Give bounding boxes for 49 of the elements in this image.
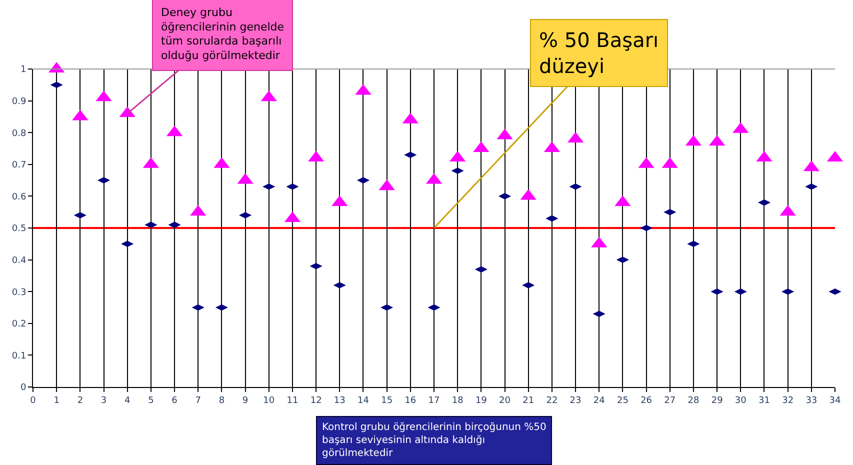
x-tick-label: 0: [30, 396, 36, 406]
x-tick-label: 21: [522, 396, 534, 406]
y-tick-label: 0.8: [12, 128, 26, 139]
x-tick-label: 13: [334, 396, 346, 406]
x-tick-label: 5: [148, 396, 154, 406]
text: Kontrol grubu öğrencilerinin birçoğunun %50 başarı seviyesinin altında kaldığı görülmektedir: [322, 422, 546, 459]
y-tick-label: 1: [20, 65, 26, 76]
x-tick-label: 8: [218, 396, 225, 406]
x-tick-label: 29: [711, 396, 724, 406]
x-tick-label: 14: [358, 396, 370, 406]
x-tick-label: 4: [124, 396, 130, 406]
x-tick-label: 18: [452, 396, 464, 406]
x-tick-label: 20: [499, 396, 511, 406]
x-tick-label: 10: [263, 396, 275, 406]
x-tick-label: 3: [100, 396, 107, 406]
x-tick-label: 31: [758, 396, 770, 406]
x-tick-label: 22: [546, 396, 558, 406]
x-tick-label: 16: [404, 396, 416, 406]
x-tick-label: 26: [640, 396, 652, 406]
y-tick-label: 0: [20, 383, 26, 394]
y-tick-label: 0.3: [12, 288, 26, 298]
x-tick-label: 27: [664, 396, 676, 406]
annotation: % 50 Başarı düzeyi: [539, 28, 659, 78]
x-tick-label: 17: [428, 396, 440, 406]
y-tick-label: 0.6: [12, 192, 26, 202]
x-tick-label: 28: [688, 396, 700, 406]
x-tick-label: 30: [734, 396, 747, 406]
x-tick-label: 6: [172, 396, 178, 406]
x-tick-label: 11: [286, 396, 298, 406]
x-tick-label: 9: [242, 396, 248, 406]
x-tick-label: 7: [195, 396, 201, 406]
annotation: Deney grubu öğrencilerinin genelde tüm sorularda başarılı olduğu görülmektedir: [161, 6, 284, 62]
y-tick-label: 0.9: [12, 96, 26, 107]
x-tick-label: 24: [593, 396, 606, 406]
y-tick-label: 0.1: [12, 351, 26, 362]
x-tick-label: 15: [381, 396, 393, 406]
x-tick-label: 12: [310, 396, 322, 406]
x-tick-label: 34: [829, 396, 841, 406]
y-tick-label: 0.2: [12, 320, 26, 330]
x-tick-label: 2: [77, 396, 84, 406]
x-tick-label: 23: [570, 396, 582, 406]
x-tick-label: 33: [806, 396, 818, 406]
y-tick-label: 0.4: [12, 256, 26, 266]
y-tick-label: 0.7: [12, 160, 26, 171]
x-tick-label: 25: [616, 396, 628, 406]
x-tick-label: 19: [475, 396, 488, 406]
x-tick-label: 1: [54, 396, 60, 406]
x-tick-label: 32: [782, 396, 794, 406]
y-tick-label: 0.5: [12, 224, 26, 234]
